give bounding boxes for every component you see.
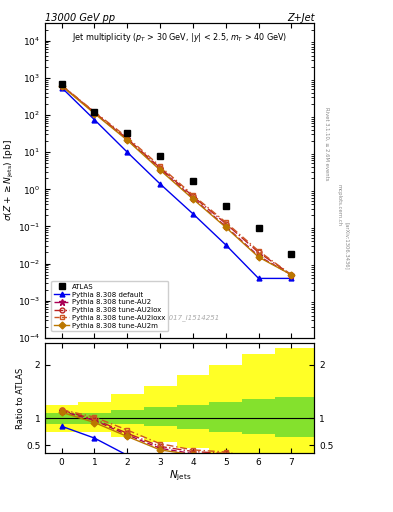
Pythia 8.308 tune-AU2 — [125, 136, 130, 142]
Line: Pythia 8.308 tune-AU2loxx: Pythia 8.308 tune-AU2loxx — [59, 82, 294, 277]
ATLAS — [59, 80, 64, 87]
Pythia 8.308 tune-AU2 — [92, 110, 97, 116]
Pythia 8.308 tune-AU2 — [191, 195, 195, 201]
Pythia 8.308 tune-AU2 — [158, 166, 162, 172]
Text: Jet multiplicity ($p_T$ > 30 GeV, $|y|$ < 2.5, $m_T$ > 40 GeV): Jet multiplicity ($p_T$ > 30 GeV, $|y|$ … — [72, 31, 287, 44]
Pythia 8.308 tune-AU2loxx — [92, 109, 97, 115]
Pythia 8.308 tune-AU2lox — [59, 82, 64, 89]
ATLAS — [92, 109, 97, 115]
Pythia 8.308 tune-AU2m — [125, 137, 130, 143]
Pythia 8.308 tune-AU2 — [59, 82, 64, 89]
Text: Z+Jet: Z+Jet — [287, 13, 314, 23]
Pythia 8.308 default — [191, 211, 195, 217]
Pythia 8.308 tune-AU2loxx — [223, 219, 228, 225]
ATLAS — [223, 203, 228, 209]
Pythia 8.308 tune-AU2lox — [223, 221, 228, 227]
Text: ATLAS_2017_I1514251: ATLAS_2017_I1514251 — [140, 314, 220, 321]
Pythia 8.308 tune-AU2loxx — [125, 134, 130, 140]
Y-axis label: $\sigma(Z + \geq N_\mathrm{jets})$ [pb]: $\sigma(Z + \geq N_\mathrm{jets})$ [pb] — [4, 140, 17, 221]
ATLAS — [191, 178, 195, 184]
Line: Pythia 8.308 tune-AU2lox: Pythia 8.308 tune-AU2lox — [59, 83, 294, 277]
Line: Pythia 8.308 tune-AU2: Pythia 8.308 tune-AU2 — [59, 82, 294, 278]
Line: ATLAS: ATLAS — [59, 80, 294, 257]
Pythia 8.308 tune-AU2lox — [92, 109, 97, 115]
Line: Pythia 8.308 default: Pythia 8.308 default — [59, 85, 294, 281]
Pythia 8.308 tune-AU2m — [158, 167, 162, 173]
Pythia 8.308 tune-AU2m — [92, 111, 97, 117]
Pythia 8.308 tune-AU2loxx — [158, 163, 162, 169]
Pythia 8.308 tune-AU2lox — [125, 136, 130, 142]
Legend: ATLAS, Pythia 8.308 default, Pythia 8.308 tune-AU2, Pythia 8.308 tune-AU2lox, Py: ATLAS, Pythia 8.308 default, Pythia 8.30… — [51, 281, 168, 331]
Pythia 8.308 tune-AU2m — [256, 254, 261, 260]
Pythia 8.308 default — [289, 275, 294, 282]
Pythia 8.308 tune-AU2 — [256, 253, 261, 259]
Pythia 8.308 tune-AU2 — [289, 272, 294, 278]
Pythia 8.308 tune-AU2loxx — [256, 248, 261, 254]
Pythia 8.308 tune-AU2loxx — [59, 82, 64, 88]
Pythia 8.308 default — [158, 181, 162, 187]
Pythia 8.308 tune-AU2loxx — [289, 272, 294, 278]
Pythia 8.308 default — [256, 275, 261, 282]
Pythia 8.308 tune-AU2lox — [158, 165, 162, 171]
ATLAS — [289, 251, 294, 257]
ATLAS — [125, 131, 130, 137]
Pythia 8.308 tune-AU2m — [289, 272, 294, 278]
ATLAS — [256, 225, 261, 231]
Pythia 8.308 tune-AU2lox — [191, 193, 195, 199]
Text: mcplots.cern.ch: mcplots.cern.ch — [336, 184, 341, 226]
X-axis label: $N_\mathrm{jets}$: $N_\mathrm{jets}$ — [169, 468, 191, 483]
Y-axis label: Ratio to ATLAS: Ratio to ATLAS — [16, 368, 25, 429]
Text: 13000 GeV pp: 13000 GeV pp — [45, 13, 115, 23]
Pythia 8.308 tune-AU2m — [191, 196, 195, 202]
Pythia 8.308 tune-AU2 — [223, 223, 228, 229]
Text: Rivet 3.1.10, ≥ 2.6M events: Rivet 3.1.10, ≥ 2.6M events — [324, 106, 329, 180]
Pythia 8.308 default — [125, 149, 130, 155]
Pythia 8.308 tune-AU2loxx — [191, 192, 195, 198]
Pythia 8.308 default — [92, 117, 97, 123]
Pythia 8.308 tune-AU2m — [59, 83, 64, 89]
ATLAS — [158, 153, 162, 159]
Pythia 8.308 default — [223, 242, 228, 248]
Text: [arXiv:1306.3436]: [arXiv:1306.3436] — [344, 222, 349, 270]
Pythia 8.308 tune-AU2m — [223, 224, 228, 230]
Pythia 8.308 tune-AU2lox — [289, 272, 294, 278]
Pythia 8.308 default — [59, 84, 64, 91]
Line: Pythia 8.308 tune-AU2m: Pythia 8.308 tune-AU2m — [59, 83, 294, 277]
Pythia 8.308 tune-AU2lox — [256, 249, 261, 255]
